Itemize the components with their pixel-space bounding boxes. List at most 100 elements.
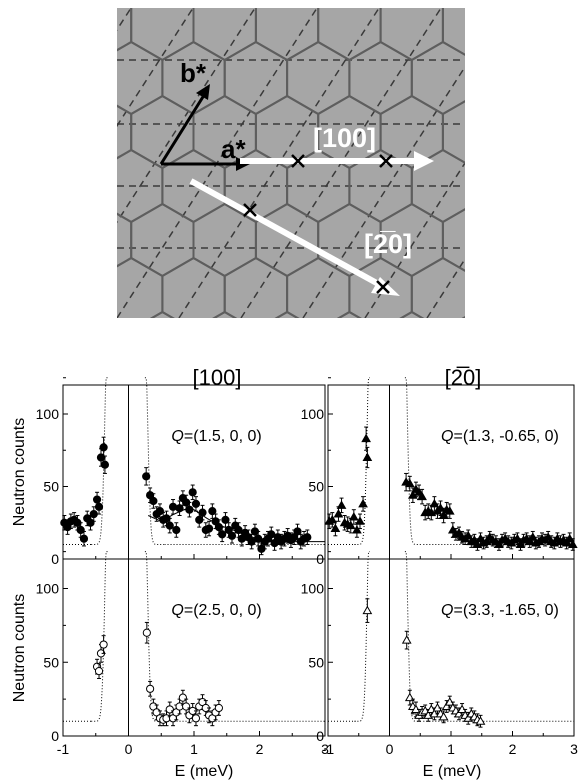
- marker-triangle: [333, 509, 344, 518]
- q-value: =(1.5, 0, 0): [184, 428, 262, 445]
- y-tick-label: 100: [36, 406, 60, 422]
- data-point: [185, 501, 194, 518]
- marker-circle: [146, 684, 155, 693]
- marker-circle: [142, 628, 151, 637]
- marker-circle: [214, 703, 223, 713]
- marker-circle: [188, 488, 197, 497]
- marker-triangle: [567, 539, 578, 548]
- data-point: [475, 714, 486, 728]
- y-tick-label: 100: [301, 581, 325, 597]
- marker-triangle: [355, 516, 365, 525]
- y-tick-label: 50: [308, 479, 324, 495]
- marker-circle: [254, 534, 263, 543]
- zone-hexagon: [505, 204, 567, 276]
- marker-circle: [100, 460, 110, 469]
- marker-circle: [198, 508, 207, 517]
- x-tick-label: -1: [322, 741, 335, 757]
- marker-circle: [293, 527, 302, 536]
- y-tick-label: 50: [43, 654, 59, 670]
- marker-circle: [191, 714, 201, 723]
- zone-hexagon: [349, 0, 411, 6]
- marker-triangle: [401, 635, 412, 644]
- data-point: [198, 504, 207, 521]
- data-point: [99, 635, 108, 654]
- panel-top-left: 0 50 100 Q=(1.5, 0, 0): [36, 377, 326, 567]
- zone-hexagon: [336, 310, 362, 318]
- marker-circle: [94, 667, 104, 676]
- marker-triangle: [330, 523, 341, 533]
- marker-circle: [168, 502, 178, 511]
- x-tick-label: 3: [321, 741, 329, 757]
- data-point: [348, 509, 359, 525]
- zone-hexagon: [474, 150, 536, 222]
- marker-triangle: [361, 433, 371, 443]
- q-annotation: Q=(2.5, 0, 0): [171, 602, 261, 619]
- data-point: [221, 512, 230, 528]
- resolution-peak: [354, 377, 370, 545]
- data-point: [208, 503, 217, 519]
- zone-hexagon: [474, 0, 536, 6]
- y-tick-label: 50: [308, 654, 324, 670]
- x-tick-label: 0: [125, 741, 133, 757]
- zone-hexagon: [7, 312, 69, 384]
- marker-triangle: [444, 506, 455, 515]
- q-annotation: Q=(3.3, -1.65, 0): [441, 602, 559, 619]
- resolution-peak: [404, 377, 423, 545]
- data-point: [175, 500, 184, 516]
- data-point: [333, 506, 344, 522]
- dash-line-diagonal: [364, 161, 465, 318]
- x-tick-label: 1: [447, 741, 455, 757]
- zone-hexagon: [38, 0, 100, 6]
- dash-line-diagonal: [551, 8, 582, 318]
- data-point: [247, 533, 256, 550]
- data-point: [188, 484, 197, 501]
- marker-circle: [303, 533, 312, 542]
- q-symbol: Q: [441, 428, 453, 445]
- zone-hexagon: [537, 150, 582, 222]
- data-point: [358, 496, 368, 512]
- data-point: [401, 630, 412, 650]
- q-annotation: Q=(1.5, 0, 0): [171, 428, 261, 445]
- data-point: [355, 513, 365, 530]
- marker-circle: [99, 640, 108, 649]
- zone-hexagon: [69, 312, 131, 384]
- marker-circle: [204, 524, 214, 533]
- data-point: [362, 446, 373, 469]
- data-point: [168, 499, 178, 515]
- dash-line-diagonal: [426, 257, 465, 318]
- q-symbol: Q: [441, 602, 453, 619]
- marker-circle: [99, 443, 108, 452]
- zone-hexagon: [441, 208, 465, 272]
- data-point: [345, 517, 356, 534]
- resolution-peak: [144, 377, 164, 545]
- direction-arrows: [159, 84, 434, 296]
- marker-circle: [142, 472, 151, 481]
- zone-hexagon: [7, 204, 69, 276]
- y-tick-label: 100: [301, 406, 325, 422]
- cross-marker: [291, 154, 305, 168]
- dash-line-diagonal: [0, 8, 69, 318]
- resolution-peak: [354, 551, 370, 722]
- marker-circle: [185, 505, 194, 514]
- panel-title-left: [100]: [193, 365, 242, 390]
- cross-marker: [243, 203, 257, 217]
- y-tick-label: 50: [43, 479, 59, 495]
- data-point: [361, 426, 371, 451]
- dash-line-diagonal: [117, 8, 132, 32]
- data-point: [96, 448, 106, 467]
- dir-2m10-arrow: [189, 178, 386, 290]
- marker-circle: [79, 534, 89, 543]
- data-point: [172, 522, 181, 538]
- data-point: [94, 499, 104, 515]
- y-tick-label: 0: [316, 728, 324, 744]
- x-tick-label: 3: [570, 741, 578, 757]
- q-symbol: Q: [171, 428, 183, 445]
- resolution-peak: [91, 551, 108, 722]
- data-point: [149, 493, 158, 509]
- marker-triangle: [345, 520, 356, 530]
- marker-triangle: [362, 605, 373, 615]
